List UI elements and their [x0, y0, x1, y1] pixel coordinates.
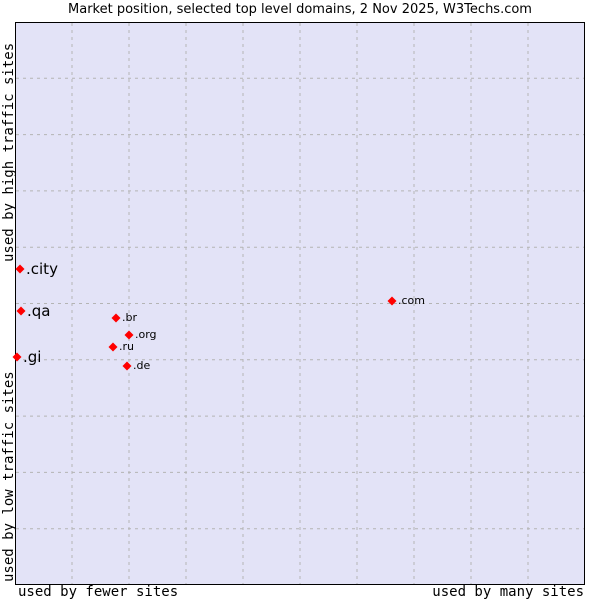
data-point-label: .qa — [27, 301, 51, 320]
data-point-marker — [108, 342, 118, 352]
y-axis-label-bottom: used by low traffic sites — [1, 371, 17, 582]
y-axis-label-top: used by high traffic sites — [1, 42, 17, 262]
data-point-label: .de — [133, 359, 151, 373]
data-point-label: .br — [122, 311, 138, 325]
x-axis-label-right: used by many sites — [432, 584, 584, 600]
data-point-label: .gi — [23, 347, 42, 366]
data-point-marker — [16, 306, 26, 316]
data-point-marker — [124, 330, 134, 340]
chart-title: Market position, selected top level doma… — [68, 2, 532, 17]
data-point-marker — [111, 313, 121, 323]
data-point-label: .org — [135, 328, 157, 342]
data-point-marker — [387, 296, 397, 306]
data-point-marker — [12, 352, 22, 362]
data-point-label: .com — [398, 294, 425, 308]
data-point-marker — [122, 361, 132, 371]
data-point-marker — [15, 264, 25, 274]
data-point-label: .city — [26, 259, 58, 278]
data-point-label: .ru — [119, 340, 134, 354]
x-axis-label-left: used by fewer sites — [18, 584, 179, 600]
